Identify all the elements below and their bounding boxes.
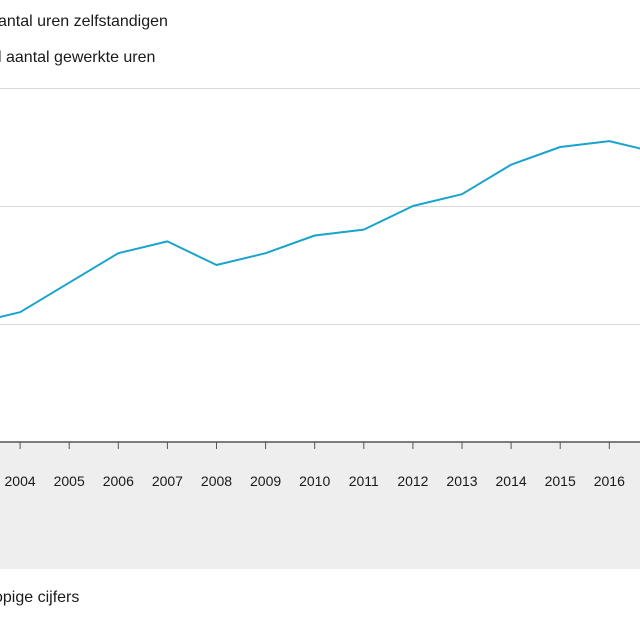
x-tick-label: 2013: [446, 473, 477, 489]
x-axis-band: [0, 442, 640, 569]
x-tick-label: 2012: [397, 473, 428, 489]
gridlines: [0, 88, 640, 325]
x-tick-labels: 2004 2005 2006 2007 2008 2009 2010 2011 2012 2013…: [5, 473, 626, 489]
x-tick-label: 2009: [250, 473, 281, 489]
x-tick-label: 2014: [496, 473, 527, 489]
series-line: [0, 140, 640, 319]
footnote: opige cijfers: [0, 589, 80, 606]
x-tick-label: 2008: [201, 473, 232, 489]
x-tick-label: 2010: [299, 473, 330, 489]
x-tick-label: 2011: [349, 473, 379, 489]
x-tick-label: 2007: [152, 473, 183, 489]
x-tick-label: 2016: [594, 473, 625, 489]
x-tick-label: 2005: [54, 473, 85, 489]
chart-title: antal uren zelfstandigen: [0, 13, 168, 30]
x-tick-label: 2006: [103, 473, 134, 489]
chart-subtitle: l aantal gewerkte uren: [0, 49, 156, 66]
x-tick-label: 2015: [545, 473, 576, 489]
x-axis: [0, 441, 640, 449]
series-layer: [0, 140, 640, 319]
x-tick-label: 2004: [5, 473, 36, 489]
